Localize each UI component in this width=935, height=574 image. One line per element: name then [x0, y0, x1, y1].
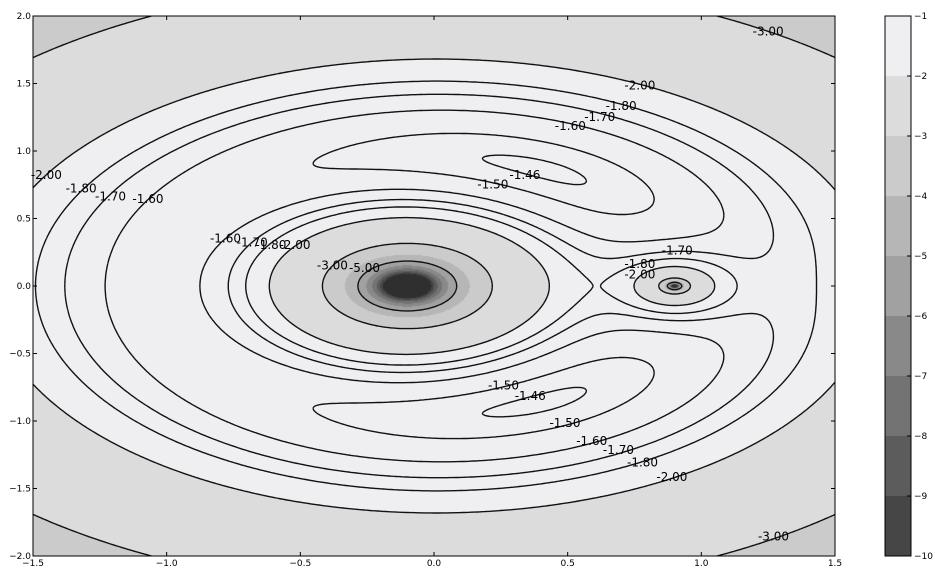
y-tick-label: −0.5: [9, 350, 31, 360]
colorbar-tick-label: −4: [914, 192, 928, 202]
contour-label: -1.50: [549, 416, 580, 430]
colorbar-swatch: [885, 136, 911, 197]
colorbar: −1 −2 −3 −4 −5 −6 −7 −8 −9 −10: [884, 12, 933, 562]
contour-line: [33, 16, 835, 556]
contour-label: -1.80: [255, 238, 286, 252]
contour-label: -3.00: [758, 530, 789, 544]
colorbar-swatch: [885, 256, 911, 317]
contour-label: -1.80: [606, 99, 637, 113]
colorbar-tick-label: −8: [914, 432, 928, 442]
contour-label: -1.80: [66, 181, 97, 195]
colorbar-tick-label: −9: [914, 492, 928, 502]
x-axis: −1.5 −1.0 −0.5 0.0 0.5 1.0 1.5: [22, 16, 842, 569]
contour-label: -2.00: [624, 268, 655, 282]
contour-label: -1.70: [603, 443, 634, 457]
contour-label: -1.70: [237, 235, 268, 249]
contour-label: -1.70: [584, 110, 615, 124]
contour-label: -2.00: [624, 79, 655, 93]
contour-label: -1.60: [576, 434, 607, 448]
contour-label: -2.00: [31, 168, 62, 182]
contour-line-layer: [33, 16, 835, 556]
x-tick-label: 1.5: [828, 559, 842, 569]
colorbar-tick-label: −3: [914, 132, 927, 142]
y-axis: 2.0 1.5 1.0 0.5 0.0 −0.5 −1.0 −1.5 −2.0: [9, 12, 835, 562]
colorbar-tick-label: −5: [914, 252, 927, 262]
x-tick-label: 0.0: [427, 559, 442, 569]
contour-label: -1.46: [509, 168, 540, 182]
contour-label: -1.80: [624, 257, 655, 271]
y-tick-label: −1.0: [9, 417, 31, 427]
y-tick-label: −1.5: [9, 485, 31, 495]
contour-label: -3.00: [753, 25, 784, 39]
contour-label: -1.60: [210, 231, 241, 245]
colorbar-swatch: [885, 316, 911, 377]
y-tick-label: 1.5: [17, 80, 31, 90]
contour-line: [481, 154, 588, 418]
contour-label-layer: -3.00-2.00-1.80-1.70-1.60-1.46-1.50-2.00…: [31, 25, 789, 544]
colorbar-swatch: [885, 436, 911, 497]
contour-line: [34, 80, 818, 492]
contour-label: -2.00: [279, 238, 310, 252]
x-tick-label: 0.5: [561, 559, 575, 569]
contour-label: -2.00: [656, 470, 687, 484]
colorbar-swatch: [885, 376, 911, 437]
colorbar-tick-label: −6: [914, 312, 928, 322]
y-tick-label: −2.0: [9, 552, 31, 562]
colorbar-swatch: [885, 76, 911, 137]
colorbar-tick-label: −2: [914, 72, 927, 82]
contour-line: [33, 58, 835, 514]
contour-label: -1.60: [132, 192, 163, 206]
contour-label: -1.46: [515, 389, 546, 403]
x-tick-label: 1.0: [694, 559, 709, 569]
contour-label: -1.60: [555, 119, 586, 133]
y-tick-label: 0.0: [17, 282, 32, 292]
x-tick-label: −1.0: [156, 559, 178, 569]
y-tick-label: 1.0: [17, 147, 32, 157]
colorbar-tick-label: −1: [914, 12, 927, 22]
contour-label: -1.50: [477, 177, 508, 191]
contour-line: [64, 93, 775, 479]
colorbar-swatch: [885, 16, 911, 77]
x-tick-label: −0.5: [289, 559, 311, 569]
contour-line: [357, 260, 683, 312]
colorbar-swatch: [885, 196, 911, 257]
colorbar-frame: [884, 15, 912, 557]
colorbar-tick-label: −10: [914, 552, 933, 562]
contour-line: [312, 132, 655, 440]
contour-label: -5.00: [349, 261, 380, 275]
contour-label: -3.00: [317, 258, 348, 272]
contour-line: [104, 109, 725, 463]
contour-label: -1.80: [627, 455, 658, 469]
contour-label: -1.70: [662, 243, 693, 257]
colorbar-swatch: [885, 496, 911, 557]
filled-contour-image: [33, 16, 835, 556]
contour-label: -1.50: [488, 378, 519, 392]
contour-label: -1.70: [95, 189, 126, 203]
plot-image-layer: [33, 16, 835, 556]
x-tick-label: −1.5: [22, 559, 44, 569]
y-tick-label: 2.0: [17, 12, 32, 22]
y-tick-label: 0.5: [17, 215, 31, 225]
colorbar-tick-label: −7: [914, 372, 927, 382]
